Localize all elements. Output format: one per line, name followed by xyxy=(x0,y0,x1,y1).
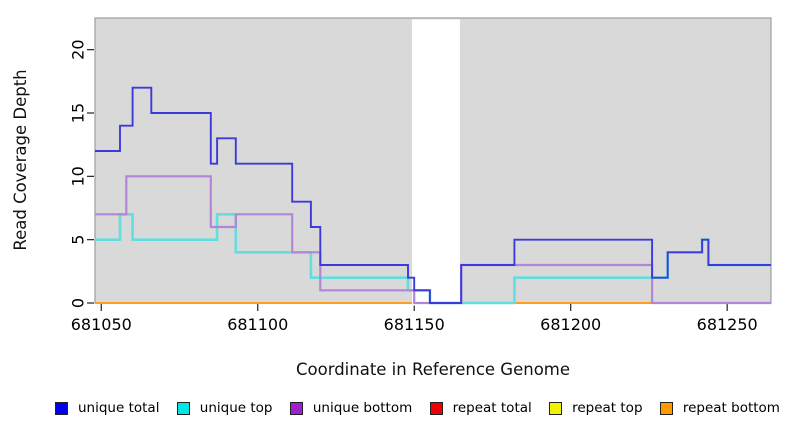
legend-swatch-icon xyxy=(429,401,443,415)
legend-label: unique top xyxy=(199,400,273,416)
x-tick-label: 681200 xyxy=(540,315,601,334)
legend-swatch-icon xyxy=(289,401,303,415)
y-tick-label: 20 xyxy=(69,39,88,59)
legend-swatch-icon xyxy=(659,401,673,415)
legend-swatch-icon xyxy=(549,401,563,415)
y-tick-label: 15 xyxy=(69,103,88,123)
x-tick-label: 681100 xyxy=(227,315,288,334)
legend-item-repeat-bottom: repeat bottom xyxy=(659,400,780,416)
x-axis-title: Coordinate in Reference Genome xyxy=(295,360,571,379)
y-tick-label: 5 xyxy=(69,235,88,245)
coverage-chart: 681050 681100 681150 681200 681250 0 5 10 15 20 xyxy=(69,17,772,334)
y-axis-title: Read Coverage Depth xyxy=(11,69,30,251)
x-tick-label: 681050 xyxy=(71,315,132,334)
legend-item-unique-bottom: unique bottom xyxy=(289,400,413,416)
legend-label: unique total xyxy=(78,400,160,416)
chart-legend: unique total unique top unique bottom repea… xyxy=(55,396,780,420)
x-tick-label: 681150 xyxy=(384,315,445,334)
legend-item-repeat-top: repeat top xyxy=(549,400,643,416)
series-unique-total xyxy=(95,86,771,304)
legend-item-repeat-total: repeat total xyxy=(429,400,532,416)
legend-swatch-icon xyxy=(55,401,68,415)
legend-label: repeat bottom xyxy=(682,400,780,416)
y-tick-label: 10 xyxy=(69,166,88,186)
legend-item-unique-top: unique top xyxy=(176,400,273,416)
x-tick-label: 681250 xyxy=(697,315,758,334)
legend-label: repeat top xyxy=(572,400,643,416)
legend-label: repeat total xyxy=(452,400,532,416)
legend-item-unique-total: unique total xyxy=(55,400,159,416)
no-data-gap-band xyxy=(412,19,460,306)
legend-swatch-icon xyxy=(176,401,190,415)
legend-label: unique bottom xyxy=(312,400,413,416)
y-tick-label: 0 xyxy=(69,298,88,308)
